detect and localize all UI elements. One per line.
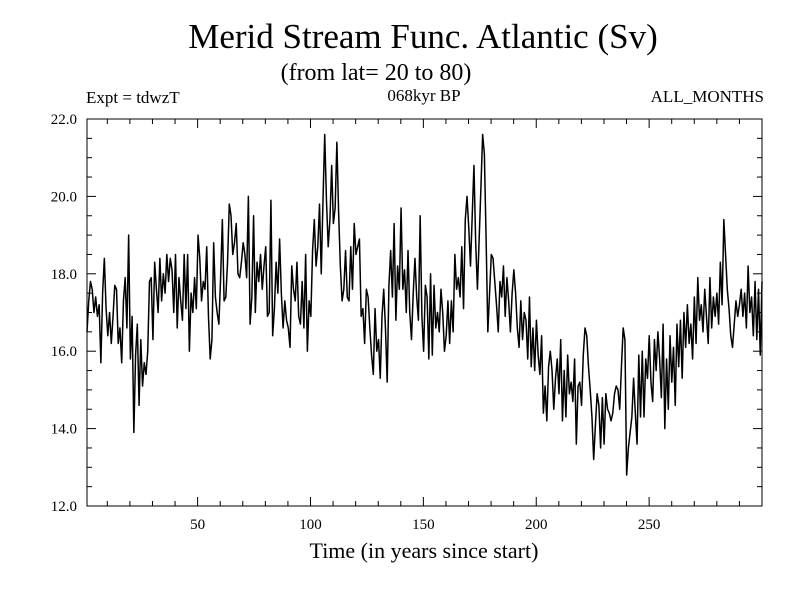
- period-label: 068kyr BP: [387, 86, 461, 105]
- y-tick-label: 12.0: [51, 499, 77, 515]
- months-label: ALL_MONTHS: [650, 87, 764, 106]
- experiment-label: Expt = tdwzT: [86, 88, 180, 107]
- x-axis-label: Time (in years since start): [309, 538, 539, 563]
- x-tick-label: 200: [525, 517, 548, 533]
- x-tick-label: 100: [299, 517, 322, 533]
- tick-label-group: 50 100 150 200 250 12.0 14.0 16.0 18.0 20.0 22.0: [51, 112, 661, 533]
- chart-subtitle: (from lat= 20 to 80): [280, 60, 472, 86]
- y-tick-label: 14.0: [51, 422, 77, 438]
- y-tick-label: 20.0: [51, 189, 77, 205]
- series-line: [86, 133, 763, 476]
- chart-title: Merid Stream Func. Atlantic (Sv): [188, 17, 658, 56]
- x-tick-label: 50: [190, 517, 205, 533]
- x-tick-label: 250: [638, 517, 661, 533]
- y-tick-label: 22.0: [51, 112, 77, 128]
- x-tick-label: 150: [412, 517, 435, 533]
- tick-group: [87, 119, 762, 506]
- y-tick-label: 16.0: [51, 344, 77, 360]
- y-tick-label: 18.0: [51, 267, 77, 283]
